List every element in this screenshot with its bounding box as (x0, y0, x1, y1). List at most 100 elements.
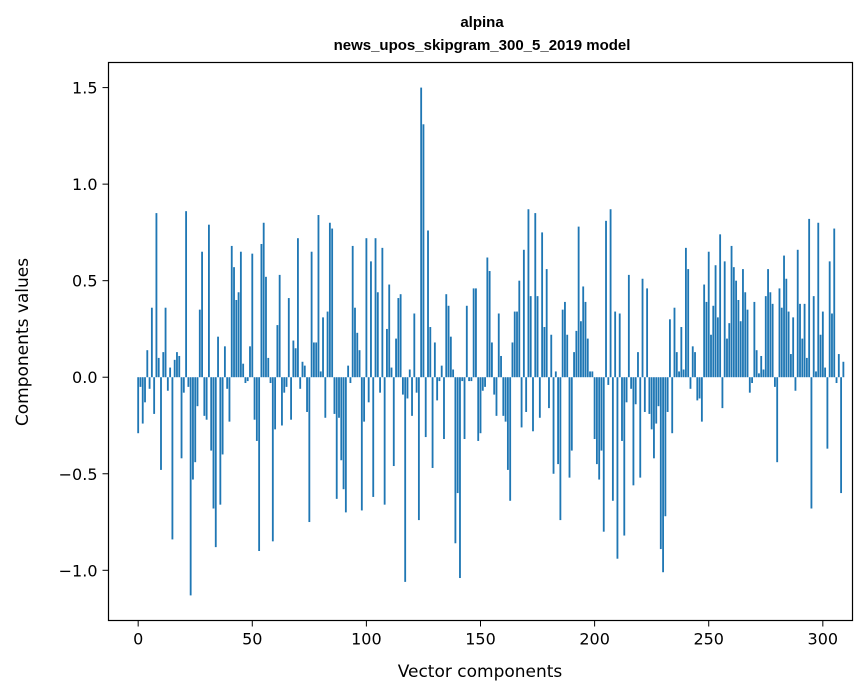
bar (696, 377, 699, 401)
bar (728, 323, 731, 378)
bar (187, 377, 190, 387)
bar (751, 377, 753, 384)
bar (326, 311, 329, 378)
x-tick-label: 100 (351, 630, 382, 649)
bar (347, 365, 350, 378)
bar (233, 267, 235, 378)
bar (821, 311, 824, 378)
bar (785, 278, 788, 378)
x-tick-label: 250 (693, 630, 724, 649)
bar (616, 377, 619, 559)
bar (600, 377, 603, 451)
bar (570, 377, 573, 451)
bar (691, 346, 694, 378)
bar (160, 377, 162, 470)
bar (192, 377, 194, 480)
bar (246, 377, 249, 382)
bar (420, 87, 423, 378)
bar (575, 330, 578, 378)
bar (310, 251, 313, 378)
bar (465, 305, 468, 378)
bar (536, 296, 539, 378)
bar (237, 292, 240, 378)
bar (484, 377, 486, 387)
bar (675, 352, 678, 378)
x-axis: 0 50 100 150 200 250 300 (133, 620, 839, 649)
bar (538, 377, 541, 418)
bar (349, 377, 352, 384)
x-tick-label: 300 (808, 630, 839, 649)
bar (176, 352, 178, 378)
bar (746, 309, 749, 378)
bar (431, 377, 434, 468)
bar (550, 334, 553, 378)
bar (406, 377, 409, 399)
bar (443, 377, 445, 440)
bar (500, 355, 502, 378)
bar (230, 245, 233, 378)
bar (595, 377, 598, 465)
bar (212, 377, 215, 509)
bar (486, 257, 489, 378)
bar (732, 267, 735, 378)
bar (340, 377, 343, 461)
bar (527, 209, 530, 378)
bar (267, 357, 270, 378)
bar (164, 307, 167, 378)
bar (479, 377, 482, 434)
bar (322, 317, 324, 378)
bar (335, 377, 338, 499)
bar (475, 288, 477, 378)
bar (157, 357, 160, 378)
bar (333, 377, 336, 414)
bar (840, 377, 843, 494)
bar (244, 377, 247, 384)
bar (452, 369, 455, 378)
bar (703, 284, 706, 378)
bar (815, 371, 817, 378)
bar (203, 377, 206, 416)
bar (438, 377, 441, 382)
bar (253, 377, 256, 420)
bar (214, 377, 217, 548)
bar (707, 251, 710, 378)
bar (650, 377, 653, 430)
bar (721, 377, 724, 409)
bar (338, 377, 340, 418)
bar (360, 377, 363, 511)
bar (630, 377, 633, 389)
bar (408, 369, 411, 378)
bar (239, 251, 242, 378)
bar (589, 371, 591, 378)
bar (534, 213, 537, 378)
bar (712, 305, 715, 378)
bar (694, 352, 696, 378)
bar (251, 253, 254, 378)
y-axis-label: Components values (13, 258, 33, 426)
bar (552, 377, 555, 474)
bar (803, 303, 806, 378)
bar (221, 377, 224, 455)
bar (529, 296, 532, 378)
bar (308, 377, 311, 523)
bar (730, 245, 733, 378)
bar (723, 261, 726, 378)
bar (758, 373, 760, 378)
bar (564, 301, 566, 378)
bar (700, 377, 703, 422)
bar (146, 350, 149, 378)
bar (454, 377, 457, 544)
bar (762, 369, 765, 378)
bar (819, 334, 822, 378)
bar (269, 377, 272, 384)
bar (755, 350, 758, 378)
bar (787, 311, 790, 378)
bar (543, 327, 546, 378)
bar (344, 377, 347, 513)
bar (735, 280, 738, 378)
bar (573, 352, 575, 378)
bar (664, 377, 667, 517)
bar (283, 377, 286, 393)
bar (189, 377, 192, 596)
